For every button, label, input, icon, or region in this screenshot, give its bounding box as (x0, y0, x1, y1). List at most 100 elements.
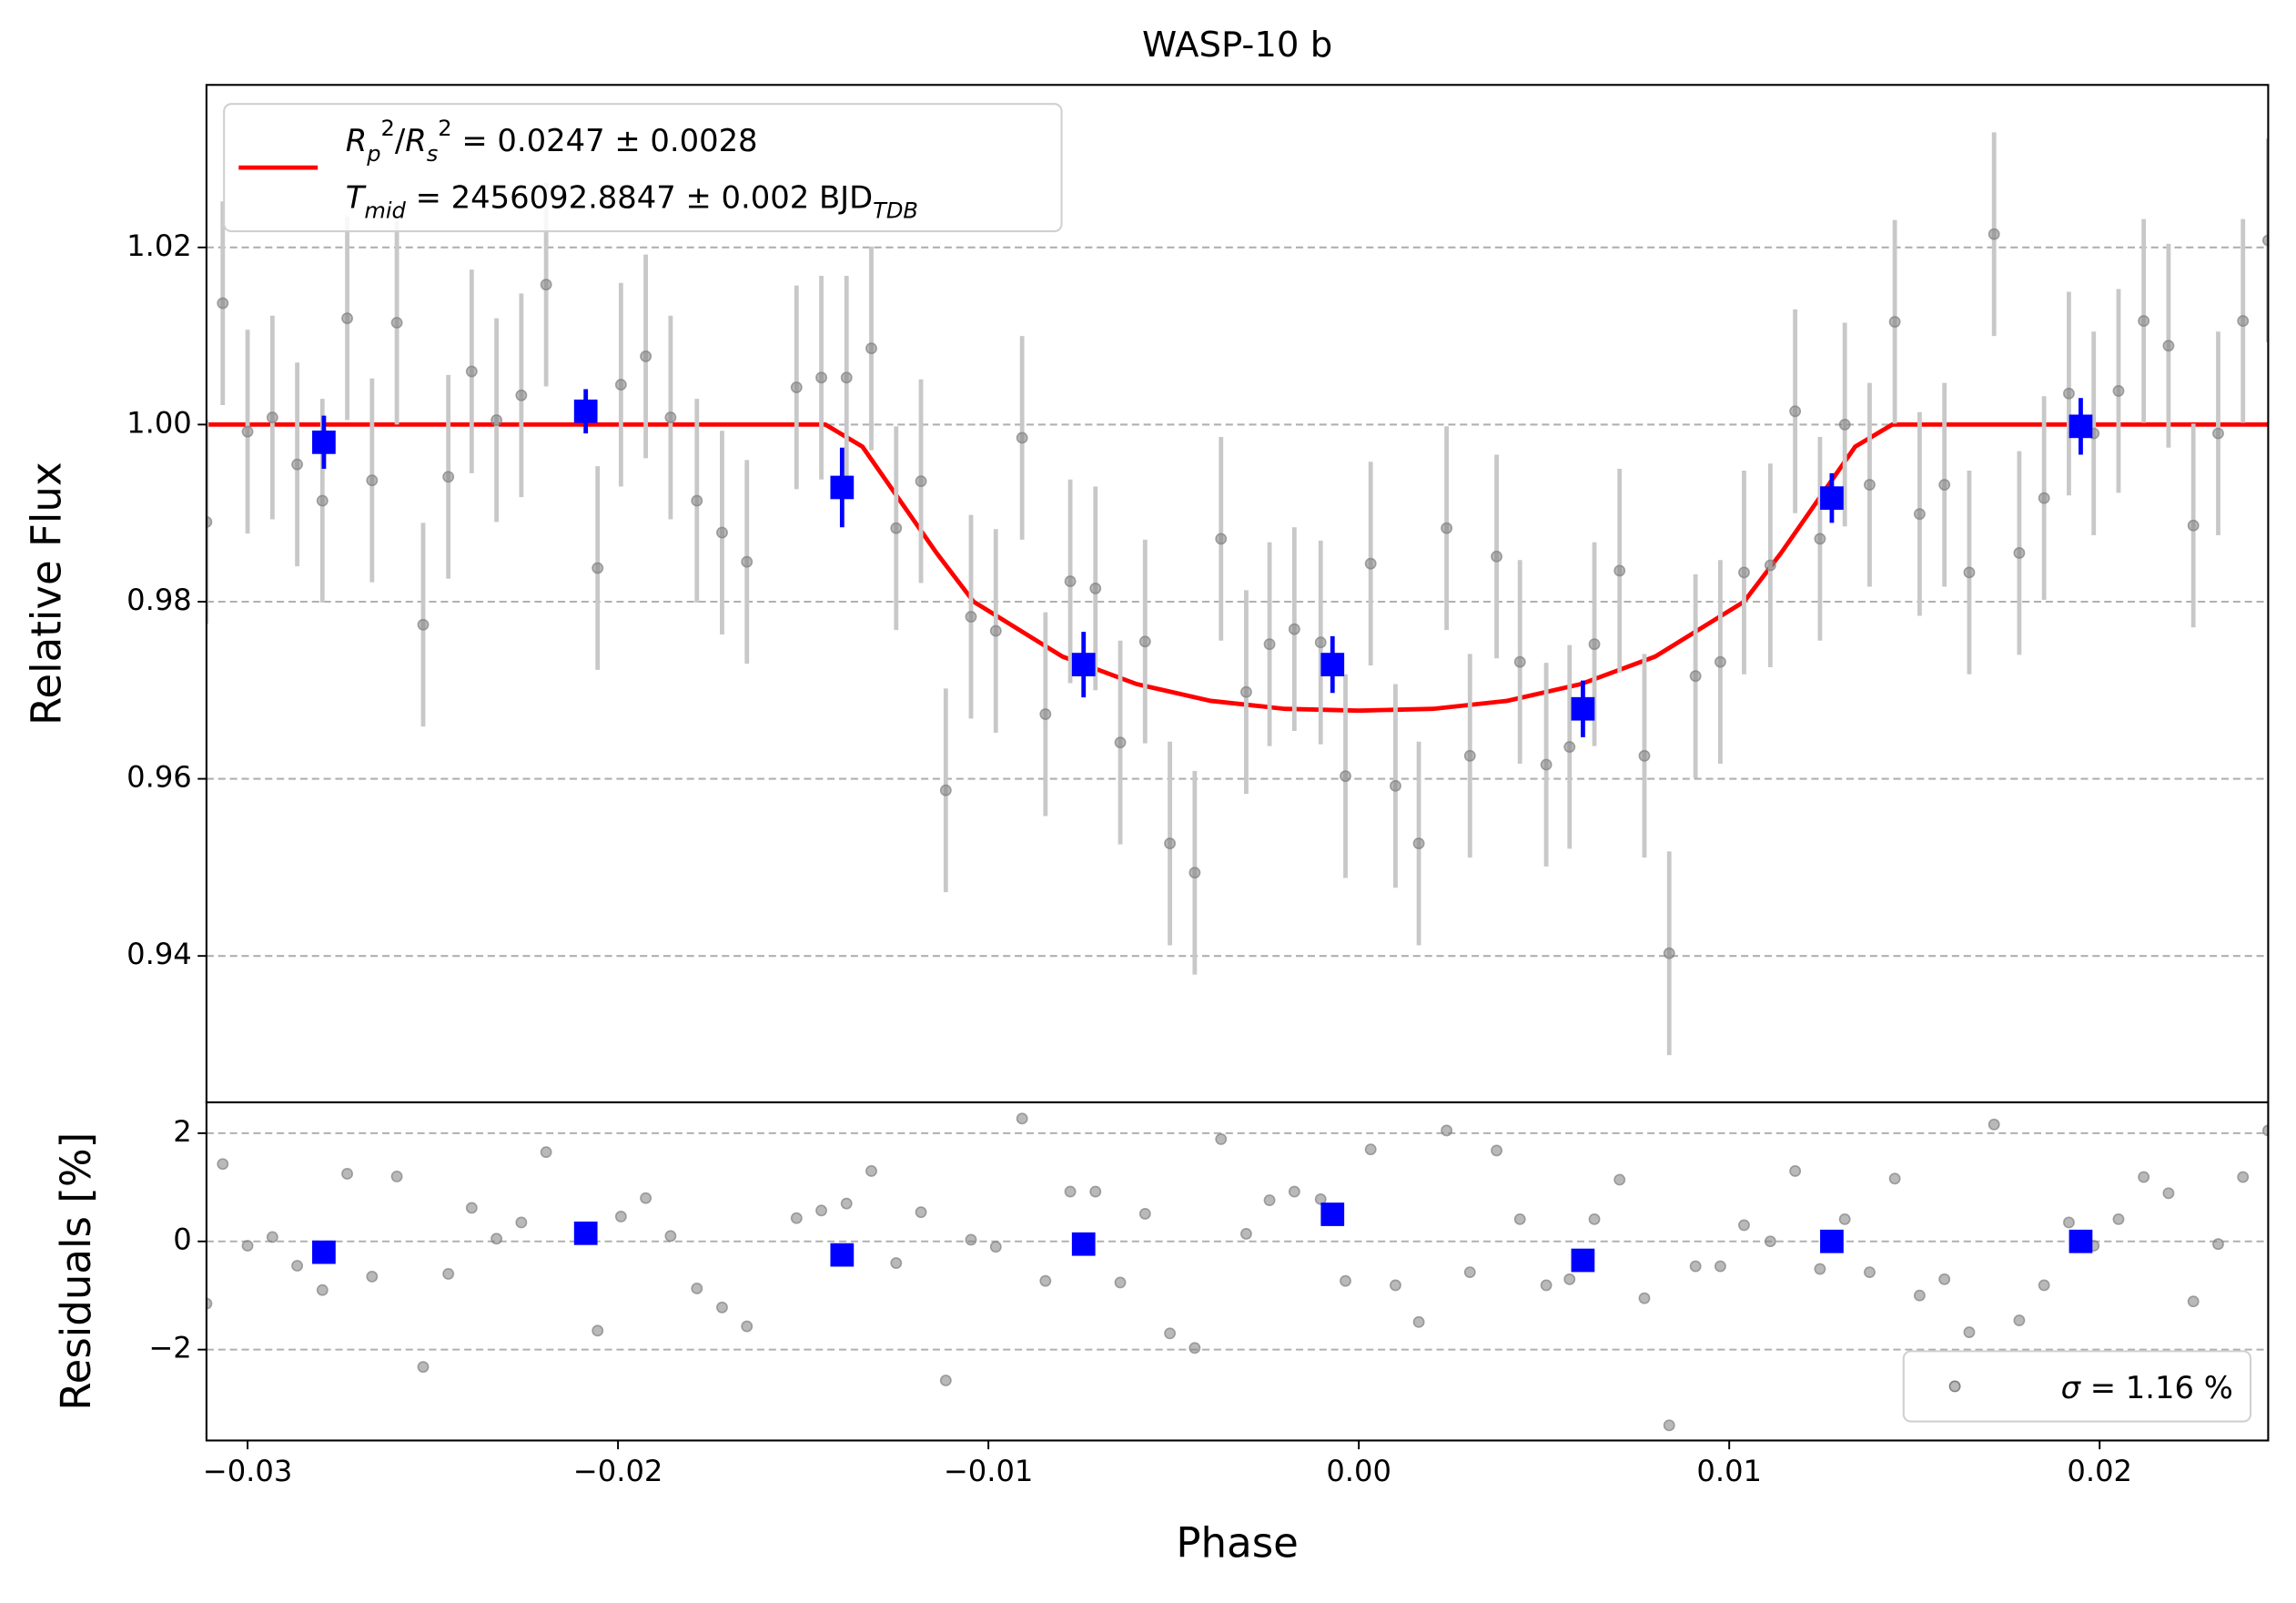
x-tick-label: −0.01 (944, 1454, 1034, 1488)
data-point (266, 1231, 278, 1243)
data-point (1663, 1419, 1675, 1432)
data-point (1540, 758, 1553, 771)
data-point (716, 526, 728, 539)
data-point (2038, 492, 2050, 504)
data-point (491, 1233, 503, 1245)
data-point (465, 1202, 478, 1214)
data-point (1913, 508, 1926, 521)
data-point (790, 1212, 803, 1224)
data-point (2063, 1216, 2075, 1229)
data-point (1638, 749, 1651, 762)
data-point (1340, 770, 1351, 783)
data-point (1039, 708, 1052, 720)
data-point (1039, 1274, 1052, 1287)
data-point (2138, 1171, 2150, 1183)
data-point (890, 1257, 903, 1269)
data-point (1513, 1212, 1526, 1225)
data-point (1689, 1260, 1702, 1273)
data-point (1114, 736, 1127, 749)
y-tick-label: 0.94 (126, 937, 192, 971)
data-point (2212, 1238, 2224, 1251)
data-point (1215, 533, 1228, 545)
data-point (1563, 1273, 1576, 1285)
data-point (989, 1241, 1002, 1253)
data-point (2038, 1279, 2050, 1292)
y-tick-label: 2 (173, 1114, 191, 1149)
data-point (1963, 566, 1976, 579)
data-point (592, 562, 604, 574)
binned-point (573, 1221, 598, 1245)
data-point (417, 1361, 430, 1374)
data-point (664, 411, 677, 424)
data-point (1441, 522, 1453, 534)
data-point (2063, 387, 2075, 400)
data-point (1463, 749, 1476, 762)
data-point (540, 1146, 552, 1159)
binned-point (1820, 486, 1844, 511)
data-point (716, 1301, 728, 1314)
data-point (965, 611, 977, 623)
data-point (1491, 550, 1503, 563)
y-tick-label: 0.96 (126, 760, 192, 795)
binned-point (1820, 1229, 1844, 1253)
legend-label: Tmid = 2456092.8847 ± 0.002 BJDTDB (346, 179, 918, 223)
data-point (1540, 1279, 1553, 1292)
data-point (390, 317, 403, 329)
data-point (217, 297, 229, 309)
data-point (1390, 1279, 1401, 1292)
data-point (291, 458, 304, 471)
data-point (1938, 479, 1951, 491)
data-point (1340, 1274, 1351, 1287)
binned-point (1071, 1232, 1096, 1256)
data-point (915, 475, 927, 488)
data-point (664, 1230, 677, 1243)
data-point (840, 1197, 853, 1210)
binned-point (1320, 1202, 1345, 1226)
data-point (366, 474, 379, 487)
data-point (1288, 1185, 1300, 1198)
data-point (939, 784, 952, 796)
data-point (1263, 638, 1276, 651)
data-point (390, 1170, 403, 1182)
data-point (1613, 564, 1626, 577)
data-point (989, 624, 1002, 637)
data-point (1913, 1289, 1926, 1302)
data-point (1864, 479, 1876, 491)
data-point (1814, 533, 1826, 545)
data-point (2187, 519, 2200, 532)
data-point (1016, 431, 1028, 444)
axes-frame (205, 1101, 2270, 1442)
legend-box (1902, 1350, 2252, 1423)
data-point (1588, 1212, 1601, 1225)
data-point (540, 279, 552, 291)
model-line (207, 421, 2269, 714)
data-point (592, 1324, 604, 1337)
data-point (1364, 557, 1377, 570)
data-point (206, 1297, 213, 1310)
data-point (1064, 1185, 1077, 1198)
data-point (1064, 575, 1077, 588)
plot-area (206, 1112, 2269, 1432)
data-point (1288, 623, 1300, 635)
data-point (1138, 1208, 1151, 1220)
data-point (2237, 315, 2250, 327)
data-point (1364, 1143, 1377, 1156)
data-point (442, 1267, 455, 1280)
x-tick-label: −0.02 (573, 1454, 663, 1488)
y-tick-label: −2 (148, 1331, 191, 1365)
data-point (2261, 1124, 2269, 1137)
y-tick-label: 0.98 (126, 583, 192, 617)
x-tick-label: 0.01 (1696, 1454, 1762, 1488)
data-point (815, 371, 827, 384)
data-point (1888, 316, 1901, 328)
y-tick-label: 1.02 (126, 228, 192, 263)
data-point (790, 381, 803, 393)
data-point (1239, 1227, 1252, 1240)
data-point (206, 515, 213, 528)
data-point (640, 1192, 652, 1204)
data-point (1513, 655, 1526, 668)
data-point (1089, 1185, 1102, 1198)
data-point (2013, 1314, 2026, 1326)
legend-label: Rp2/Rs2 = 0.0247 ± 0.0028 (346, 116, 758, 167)
data-point (341, 1168, 353, 1180)
